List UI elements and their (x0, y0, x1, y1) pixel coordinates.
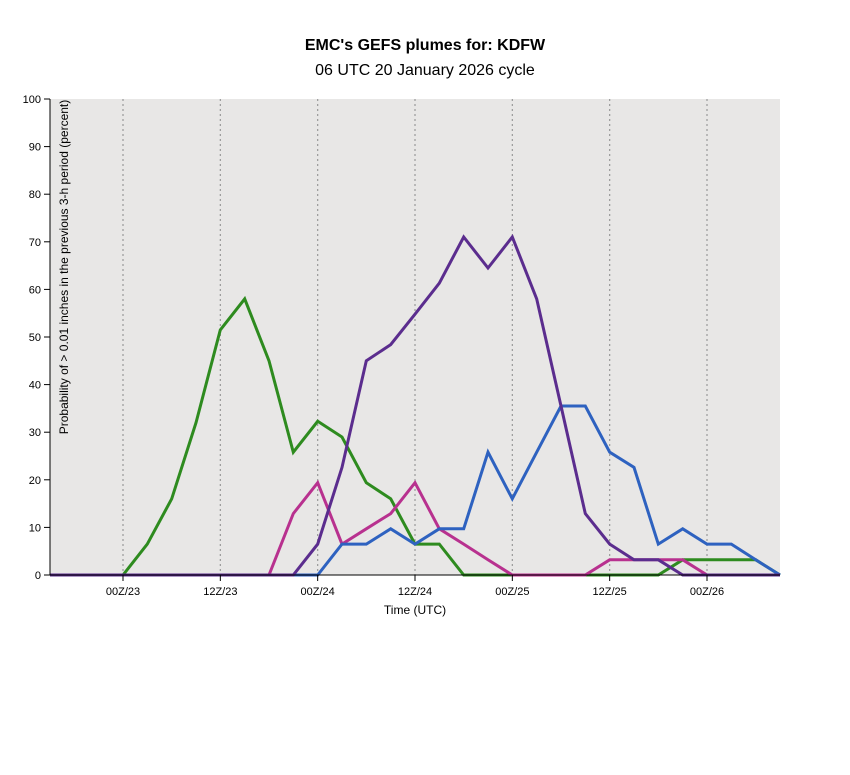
y-tick-label: 70 (29, 237, 41, 249)
y-tick-label: 0 (35, 570, 41, 582)
y-tick-label: 30 (29, 427, 41, 439)
x-tick-label: 00Z/25 (495, 586, 529, 598)
y-tick-label: 100 (23, 94, 41, 106)
x-tick-label: 12Z/25 (593, 586, 627, 598)
x-tick-label: 00Z/26 (690, 586, 724, 598)
chart-subtitle: 06 UTC 20 January 2026 cycle (315, 62, 535, 79)
y-tick-label: 10 (29, 522, 41, 534)
y-tick-label: 60 (29, 284, 41, 296)
x-tick-label: 12Z/24 (398, 586, 432, 598)
y-tick-label: 90 (29, 142, 41, 154)
x-tick-label: 00Z/24 (301, 586, 335, 598)
x-tick-label: 00Z/23 (106, 586, 140, 598)
y-tick-label: 40 (29, 380, 41, 392)
x-axis-label: Time (UTC) (384, 603, 446, 617)
chart-title: EMC's GEFS plumes for: KDFW (305, 37, 546, 54)
x-tick-label: 12Z/23 (203, 586, 237, 598)
y-tick-label: 50 (29, 332, 41, 344)
y-axis-label: Probability of > 0.01 inches in the prev… (57, 100, 71, 435)
y-tick-label: 80 (29, 189, 41, 201)
axes: 0 10 20 30 40 50 60 70 80 90 100 00Z/23 12Z/23 00Z/24… (23, 94, 780, 598)
y-tick-label: 20 (29, 475, 41, 487)
